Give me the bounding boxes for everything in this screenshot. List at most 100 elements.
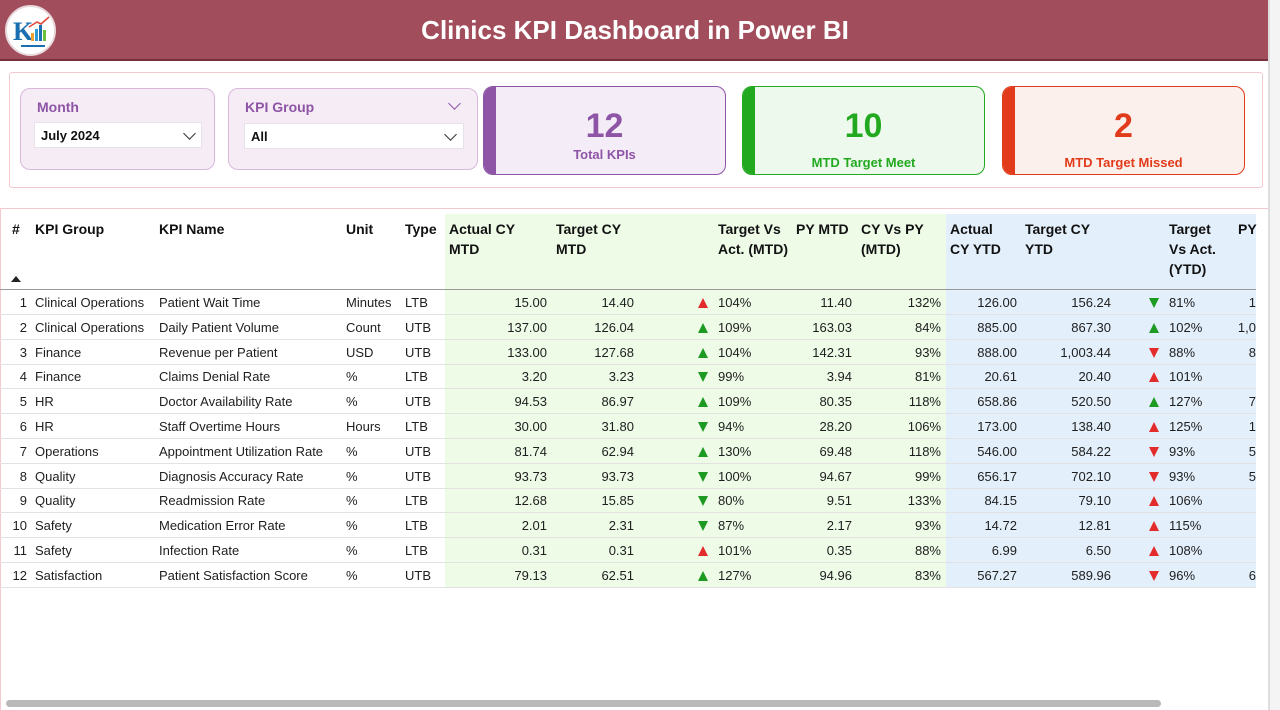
cell-tva-ytd: 93% [1169, 443, 1196, 459]
horizontal-scrollbar[interactable] [6, 700, 1161, 707]
triangle-up-icon [698, 546, 708, 556]
column-header-cy-vs-py-mtd[interactable]: CY Vs PY (MTD) [861, 221, 924, 257]
cell-unit: % [346, 518, 358, 534]
page-title: Clinics KPI Dashboard in Power BI [421, 15, 849, 45]
month-slicer-label: Month [37, 99, 79, 115]
cell-act-mtd: 81.74 [514, 443, 547, 459]
cell-py-ytd: 1 [1248, 419, 1256, 434]
cell-tva-ytd: 102% [1169, 319, 1203, 335]
cell-type: UTB [405, 319, 431, 335]
cell-tva-mtd: 104% [718, 295, 752, 310]
svg-text:K: K [13, 17, 34, 46]
cell-name: Infection Rate [159, 543, 240, 558]
cell-group: Safety [35, 543, 72, 558]
cell-act-ytd: 20.61 [984, 369, 1017, 385]
cell-unit: Minutes [346, 295, 392, 310]
cell-py-mtd: 142.31 [812, 344, 852, 360]
cell-cvp-mtd: 88% [914, 543, 941, 558]
triangle-up-icon [1149, 422, 1159, 432]
cell-tgt-mtd: 86.97 [601, 394, 634, 410]
cell-tva-ytd: 115% [1169, 518, 1202, 534]
cell-tgt-ytd: 520.50 [1071, 394, 1111, 410]
cell-group: Operations [35, 443, 99, 459]
cell-num: 11 [13, 543, 28, 558]
table-row[interactable]: 5 HR Doctor Availability Rate% UTB 94.53 86.9… [0, 389, 1256, 415]
page-edge [1270, 0, 1280, 710]
cell-act-ytd: 14.72 [984, 518, 1017, 534]
table-row[interactable]: 6 HR Staff Overtime Hours Hours LTB 30.00 31.8… [0, 414, 1256, 439]
cell-name: Patient Satisfaction Score [159, 567, 308, 583]
triangle-up-icon [1149, 496, 1159, 507]
row-divider [0, 562, 1256, 563]
cell-group: Clinical Operations [35, 295, 145, 310]
table-row[interactable]: 10 Safety Medication Error Rate% LTB 2.01 2.3… [0, 513, 1256, 539]
triangle-up-icon [1149, 546, 1159, 556]
table-row[interactable]: 12 Satisfaction Patient Satisfaction Score… [0, 563, 1256, 588]
cell-act-ytd: 6.99 [991, 543, 1017, 558]
column-header-num[interactable]: # [12, 221, 20, 237]
triangle-down-icon [1149, 471, 1159, 482]
triangle-down-icon [698, 471, 708, 482]
column-header-actual-cy-ytd[interactable]: Actual CY YTD [950, 221, 1001, 257]
column-header-target-cy-mtd[interactable]: Target CY MTD [556, 221, 621, 257]
column-header-py-ytd[interactable]: PY [1238, 221, 1257, 237]
table-row[interactable]: 4 Finance Claims Denial Rate% LTB 3.20 3.23 99… [0, 364, 1256, 390]
column-header-type[interactable]: Type [405, 221, 437, 237]
row-divider [0, 512, 1256, 514]
cell-name: Doctor Availability Rate [159, 394, 293, 410]
cell-unit: % [346, 567, 358, 583]
cell-unit: % [346, 394, 358, 410]
triangle-down-icon [698, 496, 708, 507]
column-header-actual-cy-mtd[interactable]: Actual CY MTD [449, 221, 515, 257]
triangle-down-icon [698, 372, 708, 383]
cell-name: Revenue per Patient [159, 344, 278, 360]
cell-group: HR [35, 394, 54, 410]
sort-ascending-icon[interactable] [11, 276, 21, 282]
cell-type: LTB [405, 543, 428, 558]
mtd-section-background [445, 214, 946, 587]
row-divider [0, 314, 1256, 315]
column-header-target-vs-act-ytd[interactable]: Target Vs Act. (YTD) [1169, 221, 1216, 277]
column-header-unit[interactable]: Unit [346, 221, 374, 237]
triangle-up-icon [698, 397, 708, 408]
cell-num: 4 [19, 369, 27, 385]
cell-tva-ytd: 125% [1169, 419, 1203, 434]
cell-num: 9 [19, 493, 27, 509]
cell-tva-mtd: 130% [718, 443, 752, 459]
cell-unit: % [346, 493, 358, 509]
column-header-py-mtd[interactable]: PY MTD [796, 221, 849, 237]
column-header-kpi-name[interactable]: KPI Name [159, 221, 225, 237]
month-dropdown[interactable]: July 2024 [34, 122, 202, 148]
table-row[interactable]: 7 Operations Appointment Utilization Rate%… [0, 439, 1256, 464]
triangle-down-icon [1149, 347, 1159, 358]
cell-tva-ytd: 96% [1169, 567, 1196, 583]
cell-cvp-mtd: 84% [914, 319, 941, 335]
table-row[interactable]: 2 Clinical Operations Daily Patient Volume… [0, 315, 1256, 340]
row-divider [0, 487, 1256, 489]
triangle-up-icon [1149, 521, 1159, 532]
table-row[interactable]: 3 Finance Revenue per Patient USD UTB 133.00 1… [0, 340, 1256, 365]
kpi-group-dropdown[interactable]: All [244, 123, 464, 149]
cell-tva-ytd: 108% [1169, 543, 1203, 558]
cell-py-mtd: 11.40 [820, 295, 852, 310]
column-header-target-vs-act-mtd[interactable]: Target Vs Act. (MTD) [718, 221, 788, 257]
cell-tgt-mtd: 126.04 [594, 319, 634, 335]
table-row[interactable]: 1 Clinical Operations Patient Wait Time Min… [0, 290, 1256, 315]
cell-type: UTB [405, 394, 431, 410]
cell-name: Medication Error Rate [159, 518, 286, 534]
kpi-table [0, 208, 1270, 710]
cell-tva-mtd: 94% [718, 419, 745, 434]
cell-unit: % [346, 443, 358, 459]
table-row[interactable]: 11 Safety Infection Rate% LTB 0.31 0.31 101% 0.… [0, 538, 1256, 563]
cell-type: UTB [405, 344, 431, 360]
cell-num: 5 [19, 394, 27, 410]
chevron-down-icon[interactable] [448, 97, 461, 110]
column-header-kpi-group[interactable]: KPI Group [35, 221, 105, 237]
table-row[interactable]: 9 Quality Readmission Rate% LTB 12.68 15.85 80… [0, 488, 1256, 514]
column-header-target-cy-ytd[interactable]: Target CY YTD [1025, 221, 1090, 257]
cell-py-ytd: 7 [1248, 394, 1256, 410]
triangle-up-icon [698, 347, 708, 358]
cell-unit: Hours [346, 419, 381, 434]
table-row[interactable]: 8 Quality Diagnosis Accuracy Rate% UTB 93.73… [0, 464, 1256, 489]
mtd-target-missed-card: 2 MTD Target Missed [1002, 86, 1245, 175]
